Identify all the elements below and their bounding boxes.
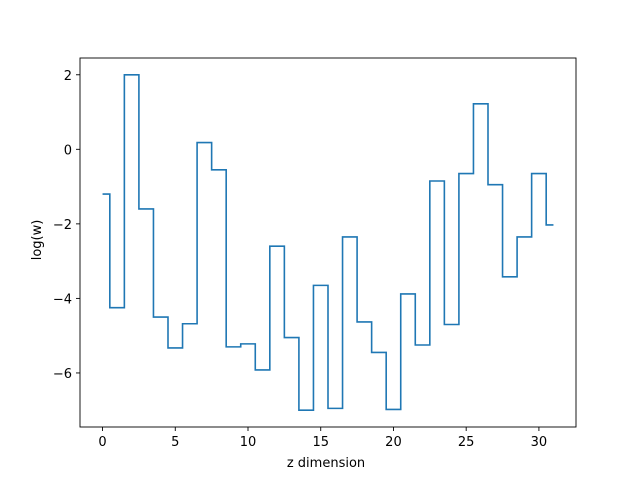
x-tick-label-25: 25 [458, 435, 475, 450]
y-axis-label: log(w) [30, 220, 45, 261]
y-tick-label--6: −6 [53, 367, 72, 382]
x-tick-label-20: 20 [385, 435, 402, 450]
y-tick-label-0: 0 [64, 143, 72, 158]
x-axis-label: z dimension [287, 456, 365, 471]
x-tick-label-30: 30 [531, 435, 548, 450]
axes-frame [79, 57, 577, 428]
x-tick-label-5: 5 [171, 435, 179, 450]
x-tick-label-0: 0 [98, 435, 106, 450]
x-tick-label-15: 15 [312, 435, 329, 450]
y-tick-label--2: −2 [53, 218, 72, 233]
y-tick-label--4: −4 [53, 292, 72, 307]
x-tick-label-10: 10 [240, 435, 257, 450]
y-tick-label-2: 2 [64, 69, 72, 84]
series-line-0 [102, 73, 554, 412]
